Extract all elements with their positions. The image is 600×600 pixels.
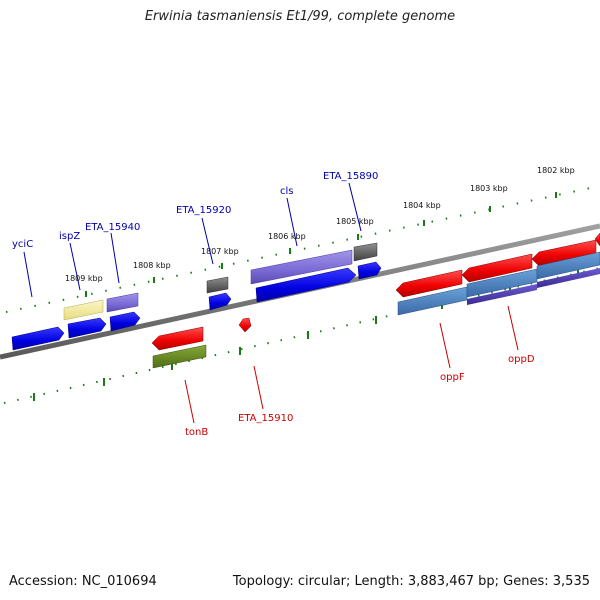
gene-label-tonB: tonB <box>185 427 208 438</box>
accession-text: Accession: NC_010694 <box>9 574 157 589</box>
gene-block <box>537 268 600 288</box>
gene-label-oppD: oppD <box>508 354 535 365</box>
gene-block <box>536 251 600 280</box>
gene-label-cls: cls <box>280 186 294 197</box>
gene-label-yciC: yciC <box>12 239 33 250</box>
map-title: Erwinia tasmaniensis Et1/99, complete ge… <box>144 9 456 24</box>
gene-arrow <box>151 326 204 351</box>
leader-lines <box>23 182 519 424</box>
gene-arrow <box>255 267 357 303</box>
gene-arrow <box>11 326 65 351</box>
kbp-label: 1805 kbp <box>336 217 374 226</box>
gene-arrow <box>395 269 463 298</box>
kbp-label: 1802 kbp <box>537 166 575 175</box>
gene-arrow <box>109 311 141 332</box>
gene-labels: yciC ispZ ETA_15940 ETA_15920 cls ETA_15… <box>12 171 535 438</box>
gene-label-ETA_15910: ETA_15910 <box>238 413 293 424</box>
kbp-label: 1809 kbp <box>65 274 103 283</box>
gene-arrow <box>357 261 382 280</box>
kbp-label: 1808 kbp <box>133 261 171 270</box>
upper-tick-row <box>5 185 600 313</box>
gene-label-ETA_15940: ETA_15940 <box>85 222 140 233</box>
forward-genes <box>11 242 382 351</box>
gene-arrow <box>67 317 107 339</box>
kbp-label: 1807 kbp <box>201 247 239 256</box>
gene-arrow <box>238 317 252 333</box>
kbp-labels: 1809 kbp 1808 kbp 1807 kbp 1806 kbp 1805… <box>65 166 575 283</box>
gene-block <box>106 292 139 313</box>
gene-label-oppF: oppF <box>440 372 465 383</box>
gene-arrow <box>594 232 600 247</box>
gene-block <box>467 284 537 305</box>
gene-arrow <box>208 292 232 311</box>
gene-block <box>152 344 207 369</box>
gene-block <box>206 276 229 294</box>
gene-arrow <box>461 253 533 283</box>
kbp-label: 1806 kbp <box>268 232 306 241</box>
kbp-label: 1803 kbp <box>470 184 508 193</box>
gene-block <box>250 249 353 285</box>
gene-block <box>63 299 104 321</box>
topology-text: Topology: circular; Length: 3,883,467 bp… <box>232 574 590 589</box>
reverse-genes <box>151 232 600 369</box>
kbp-label: 1804 kbp <box>403 201 441 210</box>
gene-block <box>353 242 378 262</box>
gene-label-ETA_15890: ETA_15890 <box>323 171 378 182</box>
gene-label-ETA_15920: ETA_15920 <box>176 205 231 216</box>
gene-label-ispZ: ispZ <box>59 231 80 242</box>
